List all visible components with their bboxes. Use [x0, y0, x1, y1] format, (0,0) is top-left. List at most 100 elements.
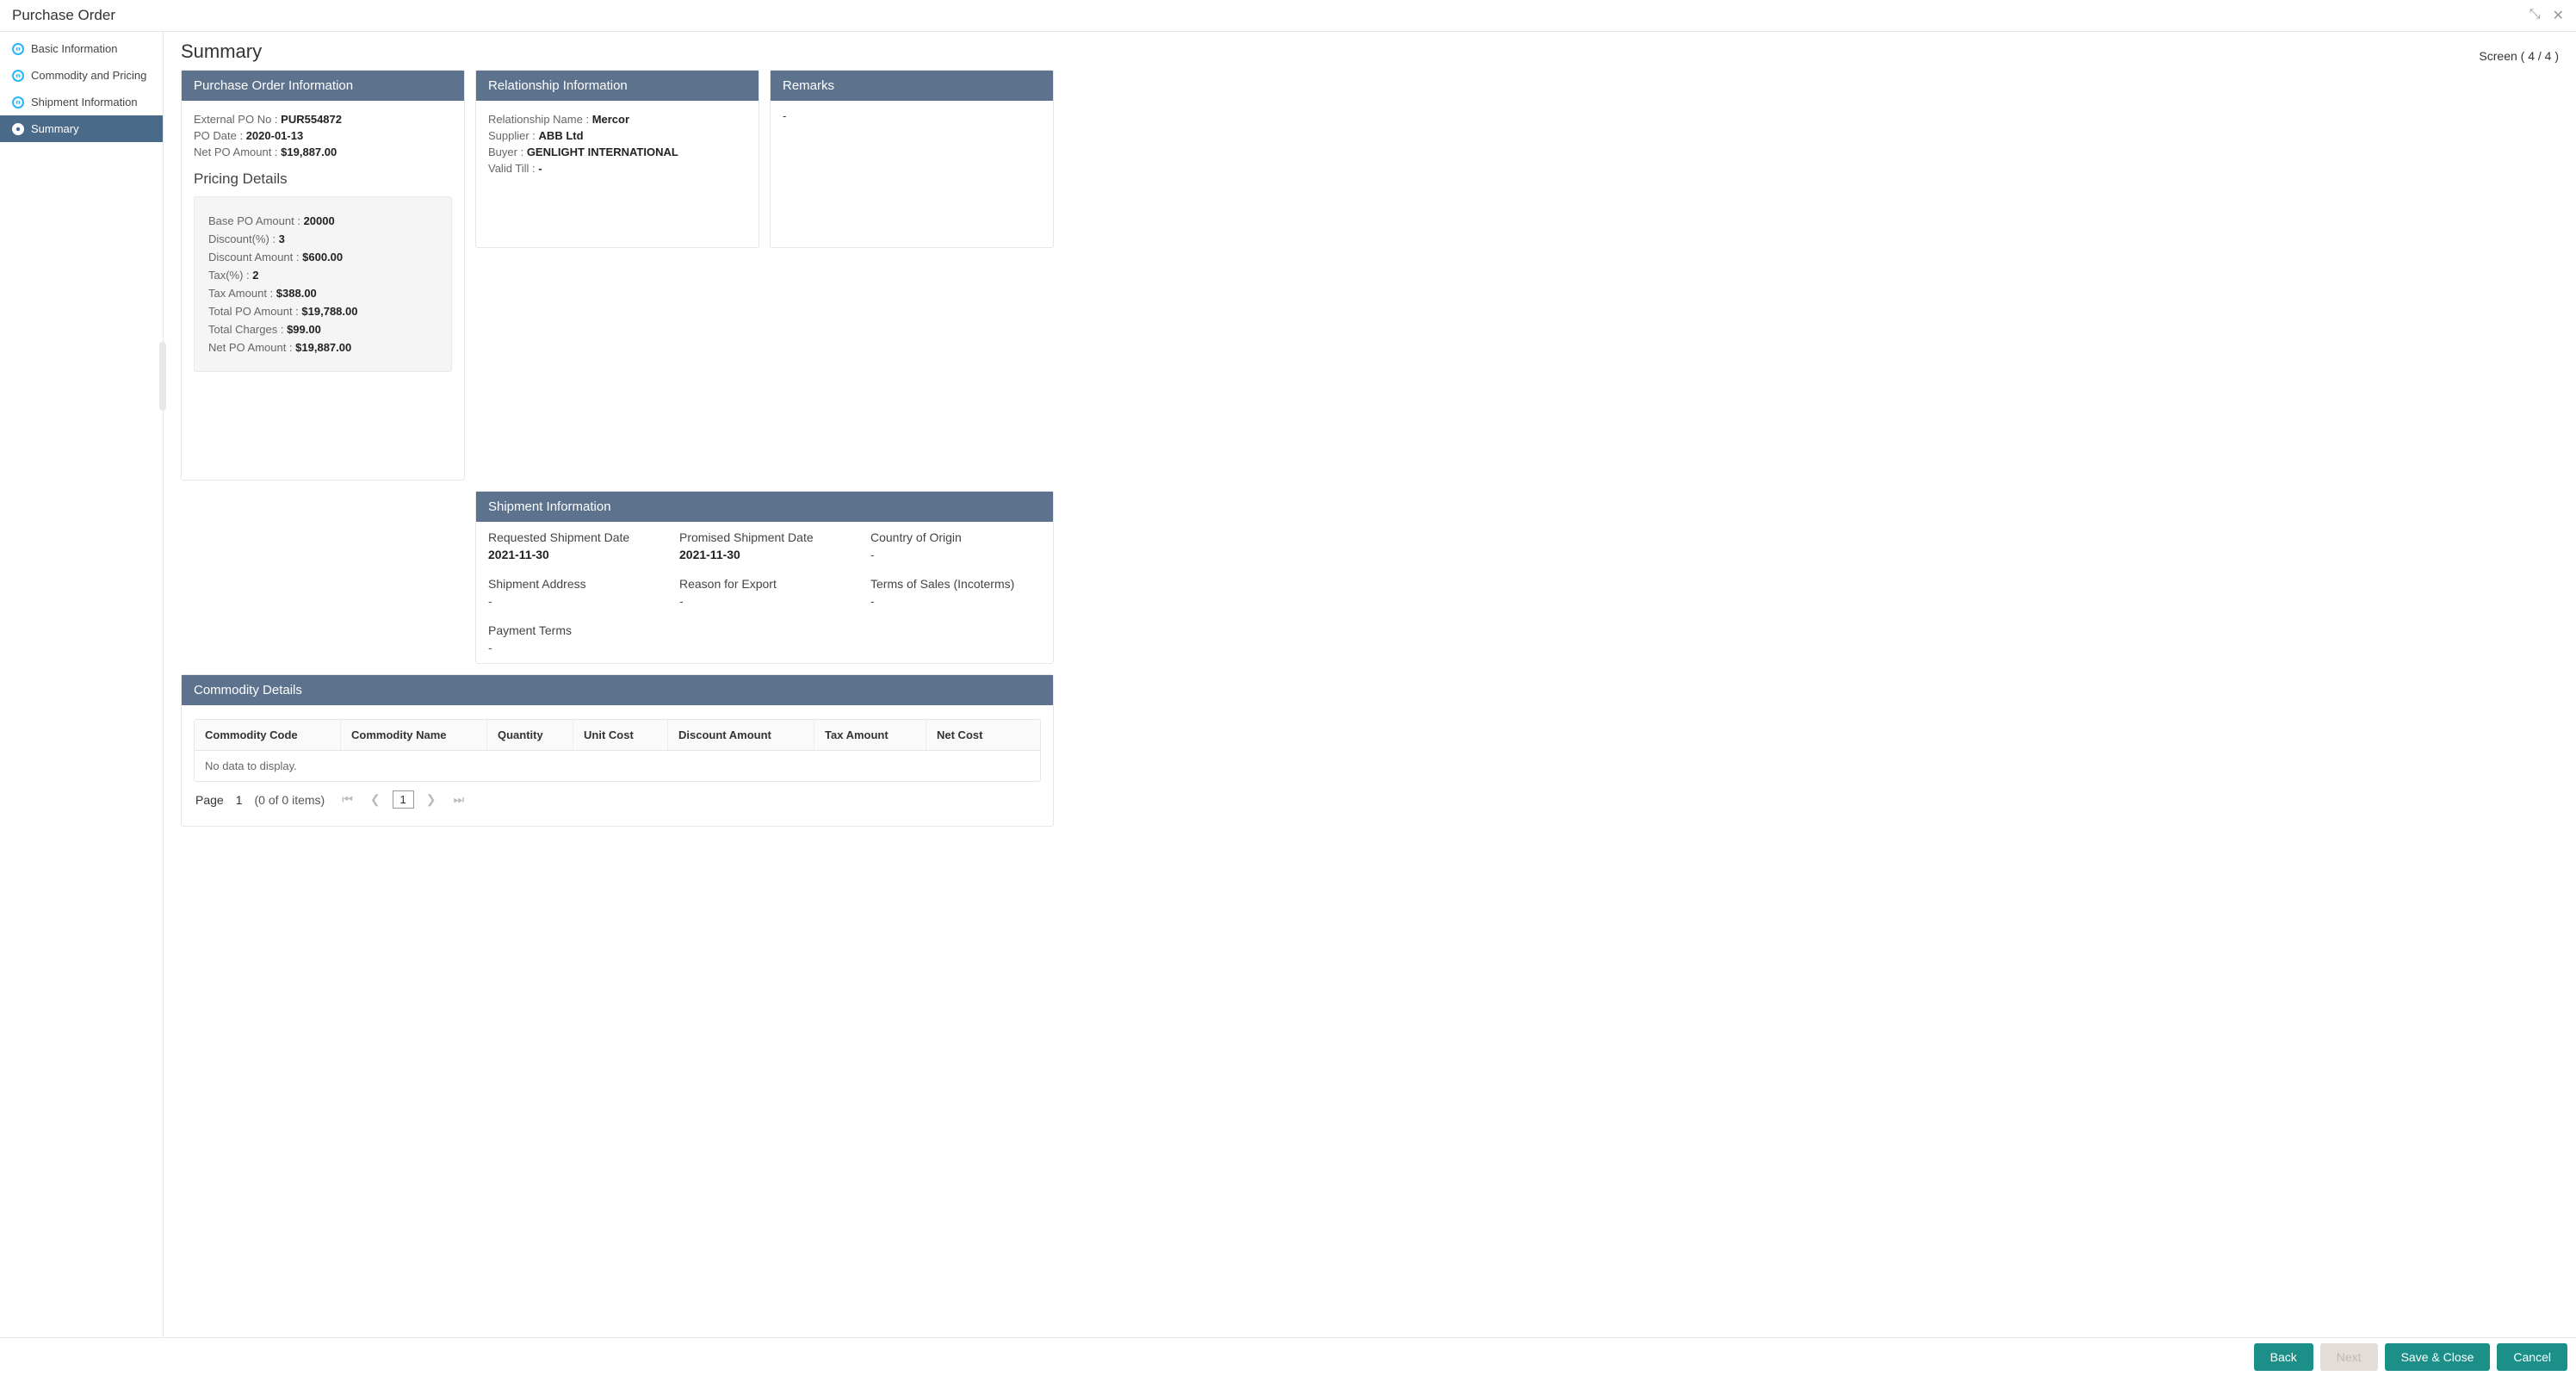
modal-body: Basic Information Commodity and Pricing … — [0, 32, 2576, 1337]
screen-counter: Screen ( 4 / 4 ) — [2479, 49, 2559, 63]
valid-till-label: Valid Till : — [488, 162, 536, 175]
modal-footer: Back Next Save & Close Cancel — [0, 1337, 2576, 1376]
modal-title: Purchase Order — [12, 7, 115, 24]
commodity-table-empty: No data to display. — [195, 751, 1040, 781]
panel-body: Relationship Name : Mercor Supplier : AB… — [476, 101, 759, 247]
col-quantity[interactable]: Quantity — [487, 720, 573, 750]
back-button[interactable]: Back — [2254, 1343, 2313, 1371]
panel-relationship-information: Relationship Information Relationship Na… — [475, 70, 759, 248]
col-commodity-name[interactable]: Commodity Name — [341, 720, 487, 750]
total-po-amount-label: Total PO Amount : — [208, 305, 299, 318]
shipment-address-value: - — [488, 594, 659, 608]
panel-commodity-details: Commodity Details Commodity Code Commodi… — [181, 674, 1054, 827]
promised-shipment-date-label: Promised Shipment Date — [679, 530, 850, 544]
pager-page-box[interactable]: 1 — [393, 790, 414, 809]
col-tax-amount[interactable]: Tax Amount — [814, 720, 926, 750]
discount-pct-value: 3 — [279, 232, 285, 245]
modal-header-actions: ⤡ ✕ — [2530, 7, 2564, 24]
total-charges-label: Total Charges : — [208, 323, 283, 336]
tax-amount-label: Tax Amount : — [208, 287, 273, 300]
pager-first-icon[interactable]: ⏮ — [337, 790, 358, 809]
supplier-value: ABB Ltd — [539, 129, 584, 142]
promised-shipment-date-value: 2021-11-30 — [679, 548, 850, 561]
pager-last-icon[interactable]: ⏭ — [449, 790, 470, 809]
panel-body: External PO No : PUR554872 PO Date : 202… — [182, 101, 464, 480]
step-indicator-icon — [12, 123, 24, 135]
col-commodity-code[interactable]: Commodity Code — [195, 720, 341, 750]
commodity-pager: Page 1 (0 of 0 items) ⏮ ❮ 1 ❯ ⏭ — [194, 782, 1041, 817]
reason-for-export-value: - — [679, 594, 850, 608]
sidebar-step-label: Basic Information — [31, 42, 117, 55]
pager-next-icon[interactable]: ❯ — [421, 790, 442, 809]
discount-amount-value: $600.00 — [302, 251, 343, 263]
net-po-amount-value: $19,887.00 — [281, 146, 337, 158]
country-of-origin-label: Country of Origin — [870, 530, 1041, 544]
summary-grid: Purchase Order Information External PO N… — [181, 70, 2559, 827]
net-po-amount-label: Net PO Amount : — [194, 146, 278, 158]
panel-body: Requested Shipment Date 2021-11-30 Promis… — [476, 522, 1053, 663]
panel-header: Commodity Details — [182, 675, 1053, 705]
main-top-bar: Summary Screen ( 4 / 4 ) — [181, 40, 2559, 63]
terms-of-sales-label: Terms of Sales (Incoterms) — [870, 577, 1041, 591]
page-heading: Summary — [181, 40, 262, 63]
net-po-amount-2-label: Net PO Amount : — [208, 341, 293, 354]
close-icon[interactable]: ✕ — [2553, 7, 2564, 24]
panel-shipment-information: Shipment Information Requested Shipment … — [475, 491, 1054, 664]
panel-body: Commodity Code Commodity Name Quantity U… — [182, 705, 1053, 826]
panel-po-information: Purchase Order Information External PO N… — [181, 70, 465, 480]
cancel-button[interactable]: Cancel — [2497, 1343, 2567, 1371]
po-date-value: 2020-01-13 — [246, 129, 304, 142]
terms-of-sales-value: - — [870, 594, 1041, 608]
requested-shipment-date-value: 2021-11-30 — [488, 548, 659, 561]
commodity-table: Commodity Code Commodity Name Quantity U… — [194, 719, 1041, 782]
supplier-label: Supplier : — [488, 129, 536, 142]
tax-pct-label: Tax(%) : — [208, 269, 250, 282]
base-po-amount-label: Base PO Amount : — [208, 214, 300, 227]
pager-page-label: Page — [195, 793, 224, 807]
po-date-label: PO Date : — [194, 129, 243, 142]
external-po-no-label: External PO No : — [194, 113, 278, 126]
panel-remarks: Remarks - — [770, 70, 1054, 248]
commodity-table-header: Commodity Code Commodity Name Quantity U… — [195, 720, 1040, 751]
step-indicator-icon — [12, 43, 24, 55]
save-and-close-button[interactable]: Save & Close — [2385, 1343, 2491, 1371]
sidebar-step-commodity-and-pricing[interactable]: Commodity and Pricing — [0, 62, 163, 89]
shipment-address-label: Shipment Address — [488, 577, 659, 591]
sidebar-step-label: Summary — [31, 122, 79, 135]
pager-prev-icon[interactable]: ❮ — [365, 790, 386, 809]
sidebar-step-label: Shipment Information — [31, 96, 138, 108]
requested-shipment-date-label: Requested Shipment Date — [488, 530, 659, 544]
col-discount-amount[interactable]: Discount Amount — [668, 720, 814, 750]
step-indicator-icon — [12, 70, 24, 82]
sidebar-step-shipment-information[interactable]: Shipment Information — [0, 89, 163, 115]
panel-header: Relationship Information — [476, 71, 759, 101]
remarks-value: - — [783, 109, 1041, 122]
panel-header: Remarks — [771, 71, 1053, 101]
step-indicator-icon — [12, 96, 24, 108]
col-net-cost[interactable]: Net Cost — [926, 720, 1040, 750]
panel-body: - — [771, 101, 1053, 247]
col-unit-cost[interactable]: Unit Cost — [573, 720, 668, 750]
net-po-amount-2-value: $19,887.00 — [295, 341, 351, 354]
sidebar-step-summary[interactable]: Summary — [0, 115, 163, 142]
payment-terms-value: - — [488, 641, 659, 654]
tax-pct-value: 2 — [252, 269, 258, 282]
collapse-icon[interactable]: ⤡ — [2530, 7, 2541, 24]
pricing-details-box: Base PO Amount : 20000 Discount(%) : 3 D… — [194, 196, 452, 372]
next-button: Next — [2320, 1343, 2378, 1371]
relationship-name-value: Mercor — [592, 113, 629, 126]
buyer-value: GENLIGHT INTERNATIONAL — [527, 146, 678, 158]
reason-for-export-label: Reason for Export — [679, 577, 850, 591]
purchase-order-modal: Purchase Order ⤡ ✕ Basic Information Com… — [0, 0, 2576, 1376]
sidebar-step-basic-information[interactable]: Basic Information — [0, 35, 163, 62]
external-po-no-value: PUR554872 — [281, 113, 342, 126]
relationship-name-label: Relationship Name : — [488, 113, 589, 126]
discount-pct-label: Discount(%) : — [208, 232, 276, 245]
discount-amount-label: Discount Amount : — [208, 251, 300, 263]
pricing-details-heading: Pricing Details — [194, 170, 452, 188]
sidebar-step-label: Commodity and Pricing — [31, 69, 146, 82]
wizard-sidebar: Basic Information Commodity and Pricing … — [0, 32, 164, 1337]
payment-terms-label: Payment Terms — [488, 623, 659, 637]
total-po-amount-value: $19,788.00 — [301, 305, 357, 318]
pager-current-page: 1 — [236, 793, 243, 807]
